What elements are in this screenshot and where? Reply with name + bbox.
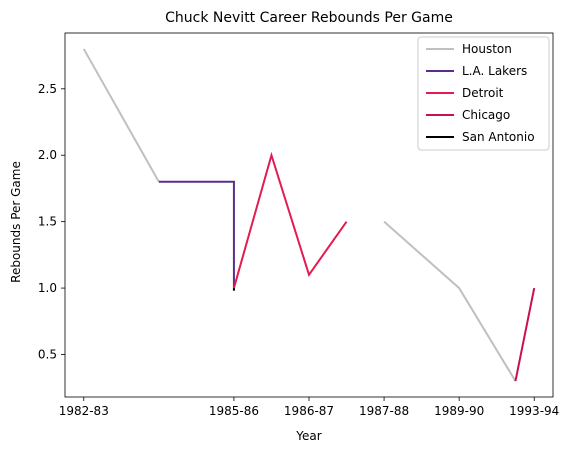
series-line-houston-0 — [82, 48, 160, 183]
legend-label: Detroit — [462, 86, 504, 100]
legend-label: Chicago — [462, 108, 510, 122]
legend-label: Houston — [462, 42, 512, 56]
y-tick-label: 1.5 — [38, 215, 57, 229]
y-axis-label: Rebounds Per Game — [9, 161, 23, 283]
x-axis-label: Year — [295, 429, 321, 443]
y-tick-label: 2.5 — [38, 82, 57, 96]
x-tick-label: 1989-90 — [434, 404, 484, 418]
legend-label: San Antonio — [462, 130, 535, 144]
y-tick-label: 1.0 — [38, 281, 57, 295]
x-tick-label: 1982-83 — [59, 404, 109, 418]
x-tick-label: 1987-88 — [359, 404, 409, 418]
x-tick-label: 1986-87 — [284, 404, 334, 418]
legend-box — [417, 36, 550, 151]
plot-area: 1982-83 1985-86 1986-87 1987-88 1989-90 1993-… — [38, 32, 559, 418]
legend: Houston L.A. Lakers Detroit Chicago San Anto… — [417, 36, 550, 151]
y-tick-label: 2.0 — [38, 148, 57, 162]
chart-title: Chuck Nevitt Career Rebounds Per Game — [165, 10, 453, 26]
y-tick-label: 0.5 — [38, 347, 57, 361]
series-line-detroit-0 — [232, 151, 348, 289]
series-line-l-a-lakers-0 — [158, 180, 235, 289]
legend-label: L.A. Lakers — [462, 64, 527, 78]
x-tick-label: 1993-94 — [509, 404, 559, 418]
series-line-chicago-0 — [514, 287, 536, 382]
series-line-houston-1 — [383, 220, 517, 382]
x-tick-label: 1985-86 — [209, 404, 259, 418]
